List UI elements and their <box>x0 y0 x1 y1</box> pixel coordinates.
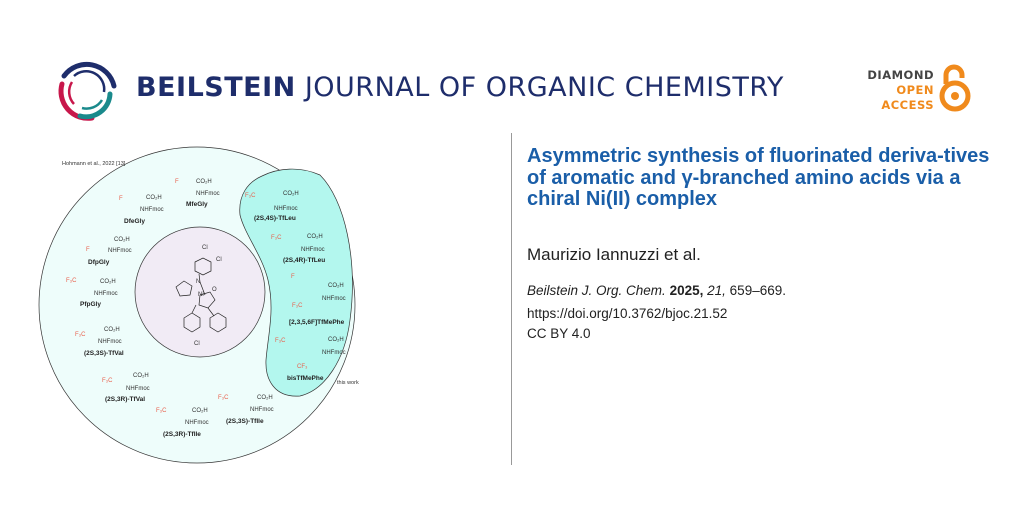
svg-text:CO₂H: CO₂H <box>307 234 323 240</box>
svg-text:NHFmoc: NHFmoc <box>108 248 132 254</box>
svg-text:CO₂H: CO₂H <box>257 395 273 401</box>
citation-pages: 659–669. <box>729 283 786 298</box>
svg-text:NHFmoc: NHFmoc <box>322 296 346 302</box>
open-lock-icon <box>939 64 971 112</box>
svg-text:(2S,3R)-TfVal: (2S,3R)-TfVal <box>105 396 145 403</box>
compound-2s3s-tfval: F₃C CO₂H NHFmoc (2S,3S)-TfVal <box>75 327 124 357</box>
svg-text:F₃C: F₃C <box>66 278 77 284</box>
badge-line3: ACCESS <box>881 98 934 112</box>
article-license: CC BY 4.0 <box>527 326 591 341</box>
svg-text:F: F <box>86 247 90 253</box>
svg-text:CO₂H: CO₂H <box>133 373 149 379</box>
svg-text:PfpGly: PfpGly <box>80 301 101 308</box>
svg-text:NHFmoc: NHFmoc <box>322 350 346 356</box>
citation-year: 2025, <box>669 283 704 298</box>
journal-name: BEILSTEIN JOURNAL OF ORGANIC CHEMISTRY <box>136 72 784 103</box>
compound-dfpgly: F CO₂H NHFmoc DfpGly <box>86 237 132 266</box>
svg-text:CO₂H: CO₂H <box>100 279 116 285</box>
center-ni: Ni <box>198 292 204 298</box>
center-cl-right: Cl <box>216 257 222 263</box>
graphical-abstract: Cl Cl Cl N Ni O Hohmann et al., 2022 [13… <box>38 146 359 464</box>
journal-name-rest: JOURNAL OF ORGANIC CHEMISTRY <box>304 72 784 103</box>
compound-2s3r-tfile: F₃C CO₂H NHFmoc (2S,3R)-TfIle <box>156 408 209 438</box>
svg-text:CO₂H: CO₂H <box>104 327 120 333</box>
svg-text:NHFmoc: NHFmoc <box>140 207 164 213</box>
badge-line2: OPEN <box>896 83 934 97</box>
svg-text:DfeGly: DfeGly <box>124 218 145 225</box>
svg-text:CO₂H: CO₂H <box>114 237 130 243</box>
svg-text:[2,3,5,6F]TfMePhe: [2,3,5,6F]TfMePhe <box>289 319 345 326</box>
svg-text:F₃C: F₃C <box>245 193 256 199</box>
compound-2s3r-tfval: F₃C CO₂H NHFmoc (2S,3R)-TfVal <box>102 373 150 403</box>
svg-text:CO₂H: CO₂H <box>328 283 344 289</box>
ni-complex-structure <box>175 257 227 333</box>
svg-text:CO₂H: CO₂H <box>196 179 212 185</box>
vertical-divider <box>511 133 512 465</box>
svg-text:F₃C: F₃C <box>271 235 282 241</box>
article-title[interactable]: Asymmetric synthesis of fluorinated deri… <box>527 145 990 210</box>
svg-text:F: F <box>119 196 123 202</box>
center-n: N <box>196 279 200 285</box>
citation-volume: 21, <box>707 283 726 298</box>
beilstein-logo-icon <box>58 61 117 121</box>
svg-text:CO₂H: CO₂H <box>283 191 299 197</box>
journal-name-bold: BEILSTEIN <box>136 72 296 103</box>
article-doi-link[interactable]: https://doi.org/10.3762/bjoc.21.52 <box>527 306 728 321</box>
svg-text:F: F <box>291 274 295 280</box>
center-cl-bottom: Cl <box>194 341 200 347</box>
center-cl-top: Cl <box>202 245 208 251</box>
compound-2s4r-tfleu: F₃C CO₂H NHFmoc (2S,4R)-TfLeu <box>271 234 325 264</box>
svg-text:NHFmoc: NHFmoc <box>126 386 150 392</box>
svg-text:NHFmoc: NHFmoc <box>98 339 122 345</box>
svg-text:(2S,4S)-TfLeu: (2S,4S)-TfLeu <box>254 215 296 222</box>
svg-text:DfpGly: DfpGly <box>88 259 110 266</box>
svg-text:F₃C: F₃C <box>75 332 86 338</box>
svg-text:F₃C: F₃C <box>102 378 113 384</box>
svg-text:bisTfMePhe: bisTfMePhe <box>287 375 324 382</box>
center-o: O <box>212 287 217 293</box>
inner-circle <box>134 226 266 358</box>
compound-mfegly: F CO₂H NHFmoc MfeGly <box>175 179 220 208</box>
svg-text:CO₂H: CO₂H <box>192 408 208 414</box>
svg-text:F₃C: F₃C <box>292 303 303 309</box>
compound-2s3s-tfile: F₃C CO₂H NHFmoc (2S,3S)-TfIle <box>218 395 274 425</box>
citation-journal: Beilstein J. Org. Chem. <box>527 283 666 298</box>
svg-text:NHFmoc: NHFmoc <box>250 407 274 413</box>
open-access-badge: DIAMOND OPEN ACCESS <box>860 68 934 113</box>
badge-line1: DIAMOND <box>867 68 934 82</box>
compound-2s4s-tfleu: F₃C CO₂H NHFmoc (2S,4S)-TfLeu <box>245 191 299 222</box>
svg-text:(2S,3R)-TfIle: (2S,3R)-TfIle <box>163 431 201 438</box>
svg-text:CO₂H: CO₂H <box>328 337 344 343</box>
this-work-region <box>239 168 353 397</box>
svg-text:(2S,3S)-TfVal: (2S,3S)-TfVal <box>84 350 124 357</box>
article-authors: Maurizio Iannuzzi et al. <box>527 245 701 264</box>
svg-text:F: F <box>175 179 179 185</box>
svg-text:(2S,4R)-TfLeu: (2S,4R)-TfLeu <box>283 257 325 264</box>
svg-text:NHFmoc: NHFmoc <box>274 206 298 212</box>
compound-tetrafluoro-tfmephe: F F₃C CO₂H NHFmoc [2,3,5,6F]TfMePhe <box>289 274 346 326</box>
svg-text:MfeGly: MfeGly <box>186 201 208 208</box>
svg-text:CF₃: CF₃ <box>297 364 308 370</box>
article-citation: Beilstein J. Org. Chem. 2025, 21, 659–66… <box>527 283 786 298</box>
this-work-label: this work <box>337 380 359 386</box>
svg-text:CO₂H: CO₂H <box>146 195 162 201</box>
svg-text:(2S,3S)-TfIle: (2S,3S)-TfIle <box>226 418 264 425</box>
svg-text:NHFmoc: NHFmoc <box>196 191 220 197</box>
svg-text:F₃C: F₃C <box>218 395 229 401</box>
svg-text:NHFmoc: NHFmoc <box>301 247 325 253</box>
svg-text:F₃C: F₃C <box>275 338 286 344</box>
svg-text:NHFmoc: NHFmoc <box>94 291 118 297</box>
reference-label: Hohmann et al., 2022 [13] <box>62 161 126 167</box>
compound-dfegly: F CO₂H NHFmoc DfeGly <box>119 195 164 225</box>
compound-bistfmephe: F₃C CF₃ CO₂H NHFmoc bisTfMePhe <box>275 337 346 382</box>
compound-pfpgly: F₃C CO₂H NHFmoc PfpGly <box>66 278 118 308</box>
svg-text:NHFmoc: NHFmoc <box>185 420 209 426</box>
svg-text:F₃C: F₃C <box>156 408 167 414</box>
